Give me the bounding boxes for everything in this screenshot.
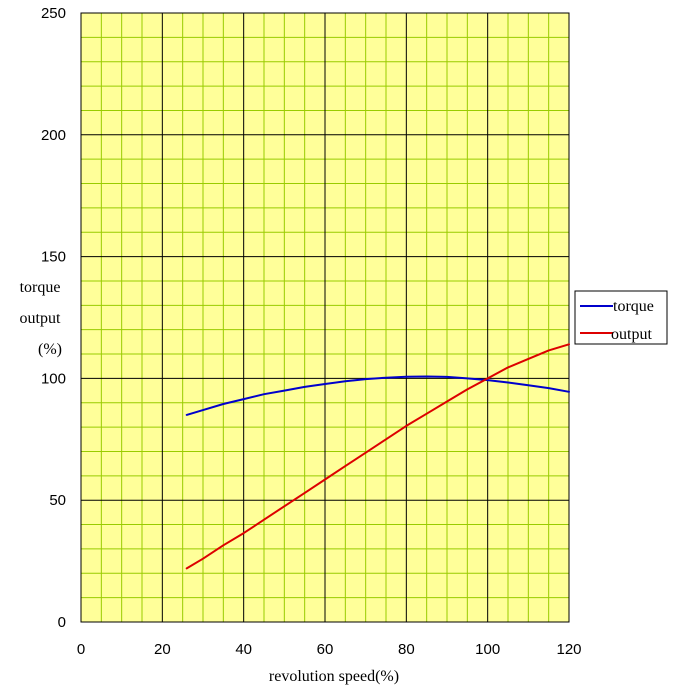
x-tick-label: 40 — [235, 641, 252, 658]
legend-box — [574, 290, 668, 345]
major-grid — [81, 13, 569, 622]
series-layer — [185, 343, 570, 570]
legend-label-output: output — [611, 326, 652, 343]
x-tick-label: 0 — [77, 641, 85, 658]
series-line-output — [185, 343, 570, 570]
legend-label-torque: torque — [613, 298, 654, 315]
y-tick-label: 150 — [41, 249, 66, 266]
y-tick-labels: 0 50 100 150 200 250 — [41, 5, 66, 631]
x-tick-label: 60 — [317, 641, 334, 658]
y-axis-title-line-1: torque — [20, 279, 61, 296]
y-tick-label: 250 — [41, 5, 66, 22]
legend: torque output — [574, 290, 668, 345]
y-tick-label: 50 — [49, 492, 66, 509]
y-tick-label: 200 — [41, 127, 66, 144]
x-tick-label: 120 — [556, 641, 581, 658]
y-tick-label: 0 — [58, 614, 66, 631]
y-tick-label: 100 — [41, 370, 66, 387]
series-line-torque — [185, 375, 570, 416]
y-axis-title-line-3: (%) — [38, 341, 62, 358]
x-axis-title: revolution speed(%) — [269, 668, 399, 685]
plot-border — [80, 12, 570, 623]
x-tick-label: 100 — [475, 641, 500, 658]
y-axis-title-line-2: output — [20, 310, 61, 327]
x-tick-label: 80 — [398, 641, 415, 658]
x-tick-label: 20 — [154, 641, 171, 658]
x-tick-labels: 0 20 40 60 80 100 120 — [77, 641, 582, 658]
